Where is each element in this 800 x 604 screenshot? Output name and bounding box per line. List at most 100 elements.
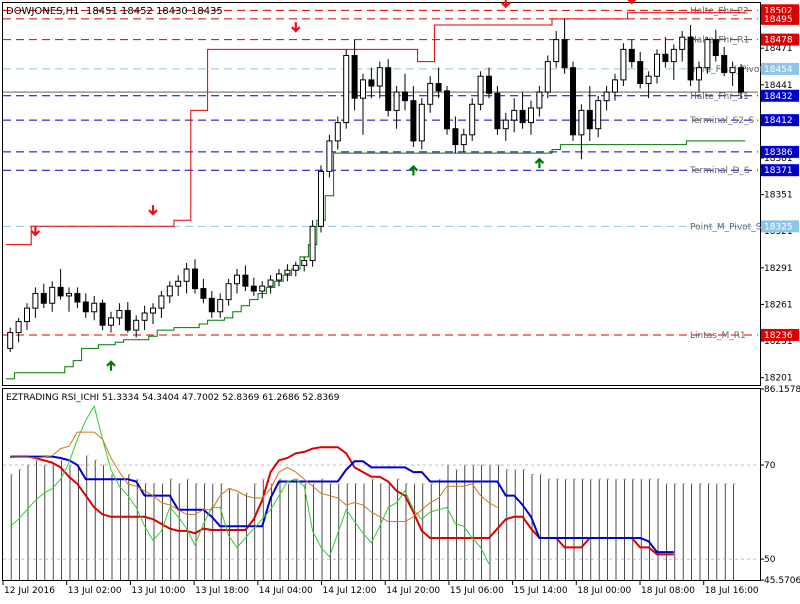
candle-body	[82, 301, 89, 313]
time-tick-label: 18 Jul 16:00	[705, 586, 759, 596]
candle-body	[259, 285, 266, 292]
down-arrow-icon	[291, 22, 301, 33]
candle-body	[108, 317, 114, 326]
time-tick-label: 15 Jul 14:00	[514, 586, 568, 596]
time-tick-label: 14 Jul 12:00	[323, 586, 377, 596]
price-tag-label: 18432	[764, 92, 793, 102]
price-tag	[761, 328, 799, 341]
level-label: Halte_Fhr_R1	[690, 36, 749, 46]
indicator-series-line	[10, 455, 674, 554]
candle-body	[292, 264, 299, 271]
candle-body	[637, 61, 644, 85]
price-tag-label: 18495	[764, 15, 793, 25]
candle-body	[133, 319, 140, 331]
price-tag-label: 18478	[764, 36, 793, 46]
candle-body	[158, 295, 165, 309]
candle-body	[175, 280, 182, 287]
price-tag-label: 18236	[764, 331, 793, 341]
candle-body	[494, 92, 501, 130]
candle-body	[24, 307, 30, 323]
candle-body	[301, 260, 308, 266]
indicator-series-line	[10, 431, 498, 522]
candle-body	[620, 48, 627, 81]
price-levels: Halte_Fhr_P2Halte_Fhr_R1Intra_Final_Pivo…	[3, 6, 763, 341]
price-axis: 1850218495184711844118411183811835118321…	[760, 4, 799, 384]
candle-body	[662, 53, 669, 63]
time-tick-label: 13 Jul 18:00	[195, 586, 249, 596]
candle-body	[536, 91, 543, 109]
price-tick-label: 18351	[764, 191, 793, 201]
candle-body	[519, 109, 526, 124]
indicator-tick-label: 86.1578	[764, 385, 800, 395]
candle-body	[393, 91, 400, 111]
candle-body	[477, 75, 484, 105]
level-label: Lintas_M_R1	[690, 331, 746, 341]
candle-body	[284, 269, 291, 275]
candle-body	[595, 100, 602, 130]
candle-body	[586, 109, 593, 130]
price-overlays	[6, 12, 746, 380]
price-tick-label: 18231	[764, 337, 793, 347]
price-tick-label: 18381	[764, 154, 793, 164]
candle-body	[528, 107, 534, 124]
candle-body	[309, 225, 316, 262]
candle-body	[452, 128, 459, 146]
candle-body	[712, 39, 719, 56]
price-tick-label: 18291	[764, 264, 793, 274]
candle-body	[91, 302, 98, 313]
candle-body	[351, 54, 358, 99]
up-arrow-icon	[408, 164, 419, 176]
candle-body	[654, 53, 660, 77]
candle-body	[570, 67, 576, 136]
level-label: Halte_Fhr_P2	[690, 6, 749, 16]
candle-body	[385, 67, 392, 111]
candle-body	[234, 274, 240, 285]
candle-body	[628, 48, 635, 63]
candle-body	[242, 274, 249, 287]
candle-body	[444, 90, 450, 130]
candle-body	[502, 119, 509, 130]
price-tag	[761, 220, 799, 233]
candle-body	[326, 140, 333, 172]
candle-body	[208, 297, 215, 313]
candle-body	[427, 83, 434, 105]
candle-body	[376, 67, 383, 87]
candle-body	[15, 321, 22, 334]
down-arrow-icon	[148, 205, 158, 216]
resistance-line	[6, 12, 746, 246]
price-panel-frame	[2, 2, 761, 386]
candle-body	[343, 54, 350, 124]
candle-body	[460, 134, 467, 146]
time-tick-label: 15 Jul 06:00	[450, 586, 504, 596]
indicator-series-line	[10, 446, 674, 556]
level-label: Terminal_S2_S	[689, 116, 754, 126]
price-tag-label: 18412	[764, 116, 793, 126]
up-arrow-icon	[106, 360, 116, 371]
price-tag-label: 18386	[764, 148, 793, 158]
candle-body	[99, 302, 106, 326]
support-line	[6, 140, 746, 380]
indicator-tick-label: 50	[764, 555, 776, 565]
level-label: Halte_Fhr_S1	[690, 92, 749, 102]
ohlc-label: 18451 18452 18430 18435	[86, 6, 223, 17]
price-tag	[761, 62, 799, 75]
price-tick-label: 18261	[764, 300, 793, 310]
time-tick-label: 14 Jul 04:00	[259, 586, 313, 596]
down-arrow-icon	[627, 0, 637, 5]
candle-body	[318, 170, 324, 227]
candle-body	[141, 312, 148, 321]
candle-body	[612, 79, 618, 93]
level-label: Point_M_Pivot_S	[690, 222, 762, 232]
price-tag	[761, 164, 799, 177]
time-tick-label: 13 Jul 02:00	[68, 586, 122, 596]
candle-body	[368, 79, 375, 87]
candle-body	[603, 91, 610, 102]
candle-body	[696, 67, 702, 81]
candle-body	[679, 36, 686, 50]
time-tick-label: 13 Jul 10:00	[131, 586, 185, 596]
price-tag	[761, 12, 799, 25]
indicator-lines	[9, 404, 674, 565]
time-tick-label: 14 Jul 20:00	[386, 586, 440, 596]
price-tick-label: 18201	[764, 374, 793, 384]
